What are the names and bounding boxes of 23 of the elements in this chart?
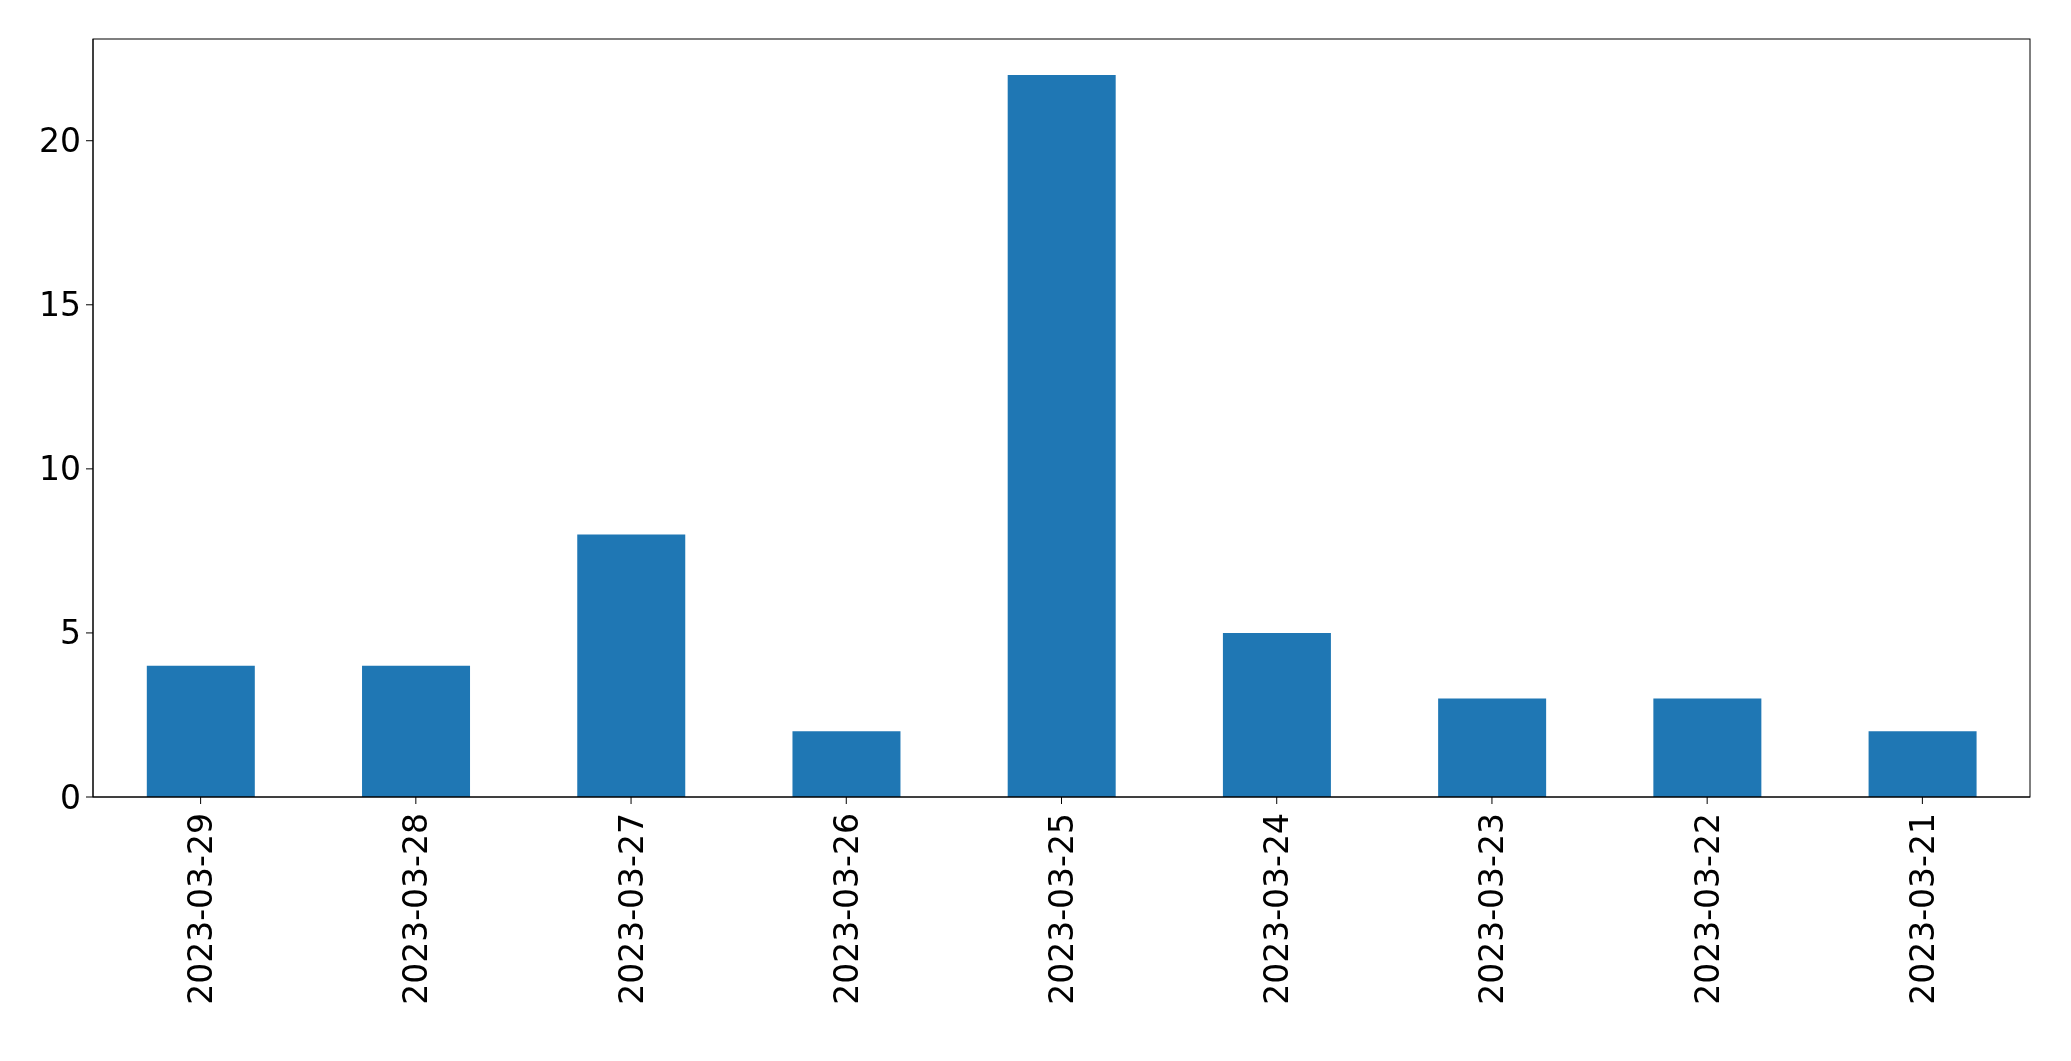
bar: [1222, 632, 1331, 797]
y-tick-label: 15: [39, 285, 81, 325]
x-tick-label: 2023-03-25: [1042, 813, 1081, 1005]
y-tick-label: 10: [39, 449, 81, 489]
y-tick-label: 20: [39, 121, 81, 161]
x-tick-label: 2023-03-24: [1257, 813, 1297, 1005]
bar: [1868, 731, 1977, 797]
bar: [362, 665, 471, 797]
bar: [577, 534, 686, 797]
y-tick-label: 0: [60, 777, 81, 817]
bar: [1007, 75, 1116, 797]
x-tick-label: 2023-03-22: [1687, 813, 1727, 1005]
bar: [1438, 698, 1547, 797]
bar: [1653, 698, 1762, 797]
bar: [792, 731, 901, 797]
y-tick-label: 5: [60, 613, 81, 653]
x-tick-label: 2023-03-21: [1902, 813, 1942, 1005]
x-tick-label: 2023-03-26: [826, 813, 866, 1005]
x-tick-label: 2023-03-27: [611, 813, 651, 1005]
x-tick-label: 2023-03-29: [181, 813, 221, 1005]
x-tick-label: 2023-03-23: [1472, 813, 1512, 1005]
x-tick-label: 2023-03-28: [396, 813, 436, 1005]
bar: [146, 665, 255, 797]
